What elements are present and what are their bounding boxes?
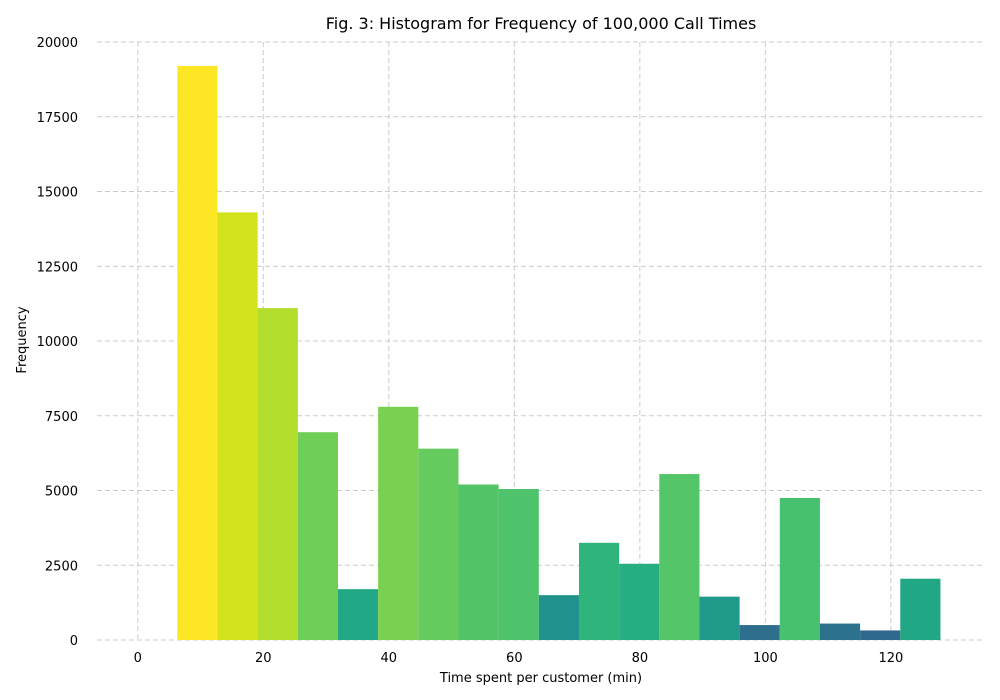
histogram-bar-11 <box>619 563 660 640</box>
x-tick-label: 120 <box>878 651 903 666</box>
histogram-bar-3 <box>297 432 338 640</box>
histogram-bar-2 <box>257 308 298 640</box>
y-tick-label: 7500 <box>45 410 78 425</box>
y-axis-label: Frequency <box>15 306 30 373</box>
histogram-bar-17 <box>860 630 901 640</box>
histogram-bar-8 <box>498 489 539 640</box>
histogram-bar-16 <box>819 623 861 640</box>
y-tick-label: 0 <box>70 634 78 649</box>
histogram-bar-9 <box>538 595 579 640</box>
y-axis-ticks: 0 2500 5000 7500 10000 12500 15000 17500 20000 <box>37 36 78 649</box>
y-tick-label: 15000 <box>37 186 78 201</box>
histogram-bar-7 <box>458 484 499 640</box>
histogram-bar-14 <box>739 625 780 640</box>
histogram-bar-13 <box>699 596 740 640</box>
histogram-bar-12 <box>659 474 700 640</box>
y-tick-label: 5000 <box>45 485 78 500</box>
bars <box>177 65 941 641</box>
histogram-bar-6 <box>418 448 459 640</box>
x-tick-label: 100 <box>753 651 778 666</box>
x-tick-label: 60 <box>506 651 523 666</box>
x-tick-label: 20 <box>255 651 272 666</box>
x-axis-label: Time spent per customer (min) <box>439 671 642 686</box>
histogram-bar-0 <box>177 65 218 641</box>
y-tick-label: 10000 <box>37 335 78 350</box>
histogram-bar-18 <box>900 578 941 640</box>
histogram-bar-1 <box>217 212 258 640</box>
x-tick-label: 80 <box>632 651 649 666</box>
chart-title: Fig. 3: Histogram for Frequency of 100,0… <box>326 14 757 33</box>
y-tick-label: 12500 <box>37 260 78 275</box>
histogram-bar-4 <box>337 589 379 640</box>
histogram-bar-5 <box>378 406 419 640</box>
y-tick-label: 20000 <box>37 36 78 51</box>
x-tick-label: 40 <box>381 651 398 666</box>
x-axis-ticks: 0 20 40 60 80 100 120 <box>134 651 904 666</box>
y-tick-label: 17500 <box>37 111 78 126</box>
histogram-bar-15 <box>779 497 820 640</box>
histogram-bar-10 <box>578 542 620 640</box>
x-tick-label: 0 <box>134 651 142 666</box>
y-tick-label: 2500 <box>45 559 78 574</box>
